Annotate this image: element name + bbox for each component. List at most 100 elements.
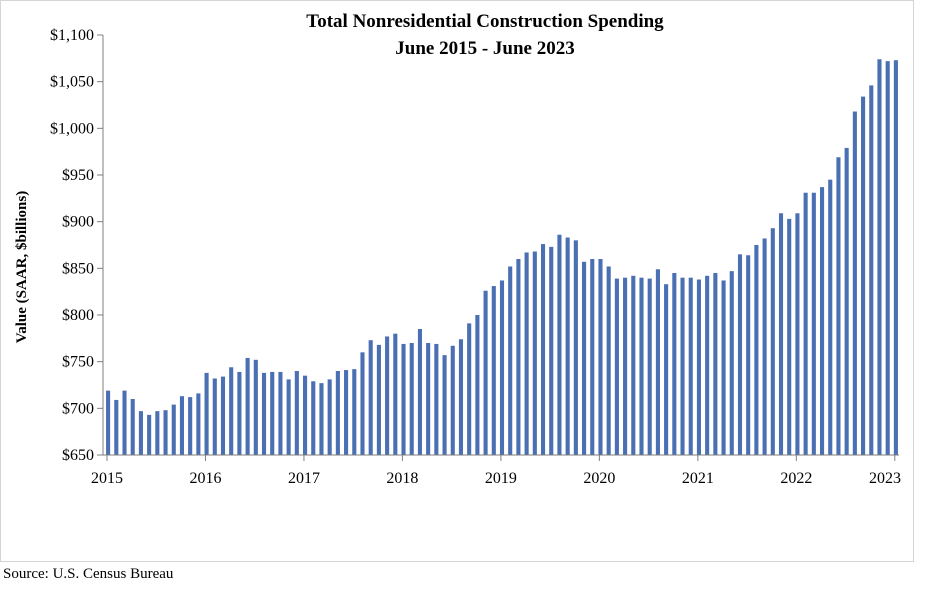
bar <box>811 192 816 456</box>
bar <box>393 333 398 455</box>
y-tick-label: $1,100 <box>50 27 94 44</box>
bar <box>598 259 603 455</box>
bar <box>475 315 480 455</box>
y-axis-label: Value (SAAR, $billions) <box>14 191 30 343</box>
bar <box>861 96 866 455</box>
y-tick-label: $950 <box>62 167 94 184</box>
chart-frame <box>0 0 914 562</box>
y-tick-label: $1,050 <box>50 74 94 91</box>
bar <box>229 367 234 455</box>
bar <box>294 371 299 455</box>
chart-title: Total Nonresidential Construction Spendi… <box>306 11 664 32</box>
bar <box>352 369 357 455</box>
bar <box>335 371 340 455</box>
bar <box>196 393 201 455</box>
bar <box>138 411 143 455</box>
y-tick-label: $650 <box>62 447 94 464</box>
bar <box>688 277 693 455</box>
bars <box>106 59 898 456</box>
bar <box>828 179 833 456</box>
y-tick-label: $850 <box>62 260 94 277</box>
chart-svg: Total Nonresidential Construction Spendi… <box>14 11 901 487</box>
bar <box>754 245 759 455</box>
y-tick-label: $800 <box>62 307 94 324</box>
bar <box>220 376 226 455</box>
bar <box>458 339 464 455</box>
bar <box>869 85 874 456</box>
y-tick-label: $700 <box>62 400 94 417</box>
bar <box>147 414 152 455</box>
bar <box>508 266 513 455</box>
bar <box>877 59 882 456</box>
bar <box>376 344 381 455</box>
bar <box>114 399 119 455</box>
bar <box>606 266 611 455</box>
bar <box>590 259 595 455</box>
y-tick-label: $900 <box>62 214 94 231</box>
bar <box>623 277 628 455</box>
bar <box>631 275 636 455</box>
bar <box>524 252 529 455</box>
bar <box>787 218 792 455</box>
bar <box>106 390 111 455</box>
bar <box>614 278 619 455</box>
x-tick-label: 2018 <box>386 470 418 487</box>
bar <box>713 273 718 455</box>
bar <box>212 378 217 455</box>
bar <box>237 371 242 455</box>
bar <box>746 255 751 455</box>
bar <box>540 244 546 455</box>
bar <box>442 355 447 455</box>
bar <box>179 396 185 455</box>
bar <box>655 269 660 455</box>
x-ticks: 2015 2016 2017 2018 2019 2020 2021 2022 2023 <box>91 455 901 487</box>
bar <box>261 372 267 455</box>
x-tick-label: 2019 <box>485 470 517 487</box>
bar <box>163 410 168 455</box>
bar <box>680 277 685 455</box>
bar <box>696 279 701 455</box>
bar <box>565 237 570 455</box>
bar <box>778 213 784 455</box>
bar <box>360 352 365 455</box>
bar <box>253 359 258 455</box>
source-note: Source: U.S. Census Bureau <box>3 566 174 582</box>
bar <box>721 280 726 455</box>
bar <box>450 345 455 455</box>
bar <box>417 329 422 455</box>
y-tick-label: $1,000 <box>50 120 94 137</box>
bar <box>278 371 283 455</box>
bar <box>532 251 537 455</box>
bar <box>155 411 160 455</box>
bar <box>409 343 414 455</box>
x-tick-label: 2021 <box>682 470 714 487</box>
bar <box>844 147 849 455</box>
bar <box>483 290 488 455</box>
bar <box>582 261 587 455</box>
bar <box>836 157 841 455</box>
chart-subtitle: June 2015 - June 2023 <box>395 38 574 59</box>
bar <box>549 246 554 455</box>
bar <box>885 61 890 455</box>
bar <box>385 336 390 455</box>
bar <box>286 379 291 455</box>
bar <box>426 343 431 455</box>
bar <box>639 277 644 455</box>
bar <box>499 280 505 455</box>
bar <box>401 343 406 455</box>
bar <box>130 399 135 455</box>
bar <box>467 323 472 455</box>
bar <box>557 234 562 455</box>
bar <box>893 60 898 455</box>
bar <box>344 370 349 455</box>
bar <box>171 404 176 455</box>
bar <box>647 278 652 455</box>
bar <box>245 357 250 455</box>
bar <box>188 397 193 455</box>
bar <box>852 111 857 455</box>
bar <box>729 271 734 455</box>
bar <box>122 390 127 455</box>
x-tick-label: 2017 <box>288 470 320 487</box>
bar <box>762 238 767 455</box>
bar <box>319 383 324 455</box>
